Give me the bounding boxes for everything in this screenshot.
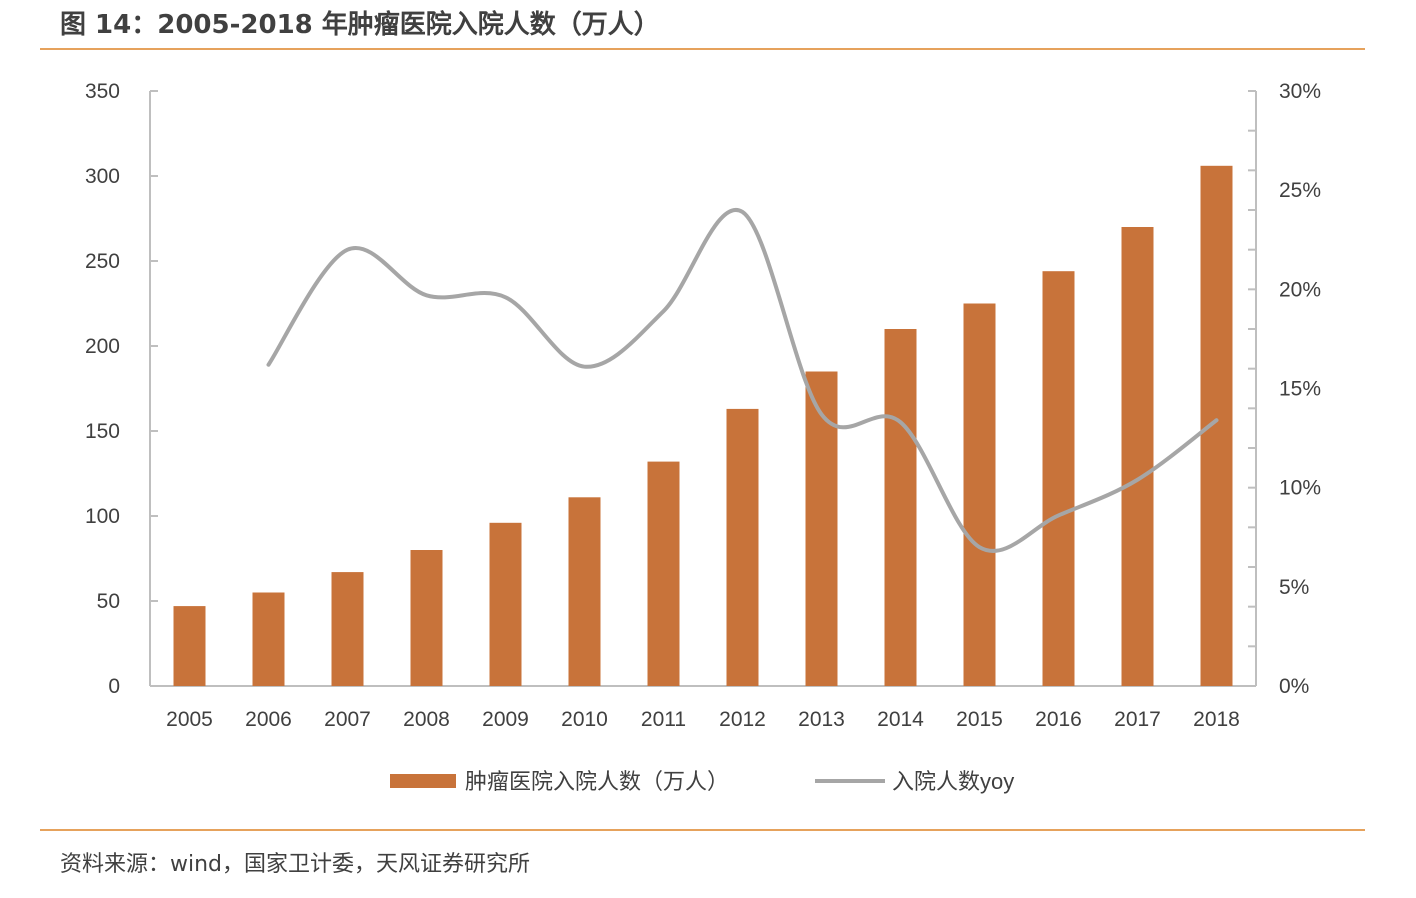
x-tick-label: 2013 (798, 708, 845, 731)
bar-2015 (963, 303, 996, 686)
x-tick-label: 2009 (482, 708, 529, 731)
right-y-tick-label: 0% (1279, 675, 1309, 698)
left-y-tick-label: 350 (85, 80, 120, 103)
legend-line-label: 入院人数yoy (892, 769, 1014, 794)
x-tick-label: 2007 (324, 708, 371, 731)
x-tick-label: 2017 (1114, 708, 1161, 731)
x-tick-label: 2016 (1035, 708, 1082, 731)
x-tick-label: 2012 (719, 708, 766, 731)
bar-2011 (647, 461, 680, 686)
source-note: 资料来源：wind，国家卫计委，天风证券研究所 (60, 852, 531, 877)
bar-2014 (884, 329, 917, 686)
chart-axes (149, 90, 1257, 687)
legend-bar-swatch (390, 774, 456, 788)
bar-2008 (410, 550, 443, 686)
bar-2010 (568, 497, 601, 686)
source-divider (40, 829, 1365, 831)
bar-2005 (173, 606, 206, 686)
right-y-tick-labels: 0% 5% 10% 15% 20% 25% 30% (1279, 80, 1321, 698)
legend-bar-label: 肿瘤医院入院人数（万人） (465, 769, 729, 794)
left-y-tick-label: 50 (97, 590, 120, 613)
line-series (266, 207, 1219, 553)
title-divider (40, 48, 1365, 50)
figure-title: 图 14：2005-2018 年肿瘤医院入院人数（万人） (60, 10, 660, 40)
x-tick-label: 2005 (166, 708, 213, 731)
right-y-tick-label: 20% (1279, 278, 1321, 301)
left-y-tick-label: 100 (85, 505, 120, 528)
left-y-tick-label: 0 (108, 675, 120, 698)
left-y-tick-label: 300 (85, 165, 120, 188)
right-y-tick-label: 10% (1279, 477, 1321, 500)
x-tick-label: 2018 (1193, 708, 1240, 731)
right-y-tick-label: 15% (1279, 378, 1321, 401)
bar-2006 (252, 592, 285, 686)
bar-2007 (331, 572, 364, 686)
x-tick-label: 2015 (956, 708, 1003, 731)
bar-2013 (805, 371, 838, 686)
left-y-tick-label: 150 (85, 420, 120, 443)
left-y-tick-label: 200 (85, 335, 120, 358)
bar-2018 (1200, 165, 1233, 687)
chart-legend: 肿瘤医院入院人数（万人） 入院人数yoy (390, 769, 1014, 794)
right-y-tick-label: 5% (1279, 576, 1309, 599)
left-y-tick-labels: 0 50 100 150 200 250 300 350 (85, 80, 120, 698)
x-tick-label: 2008 (403, 708, 450, 731)
bar-series (173, 165, 1233, 687)
bar-2012 (726, 408, 759, 686)
x-tick-labels: 2005 2006 2007 2008 2009 2010 2011 2012 2013 2014… (166, 708, 1240, 731)
right-y-tick-label: 30% (1279, 80, 1321, 103)
x-tick-label: 2014 (877, 708, 924, 731)
left-y-tick-label: 250 (85, 250, 120, 273)
x-tick-label: 2010 (561, 708, 608, 731)
x-tick-label: 2006 (245, 708, 292, 731)
right-y-tick-label: 25% (1279, 179, 1321, 202)
bar-2016 (1042, 271, 1075, 686)
x-tick-label: 2011 (641, 708, 686, 731)
bar-2009 (489, 522, 522, 686)
bar-2017 (1121, 227, 1154, 686)
